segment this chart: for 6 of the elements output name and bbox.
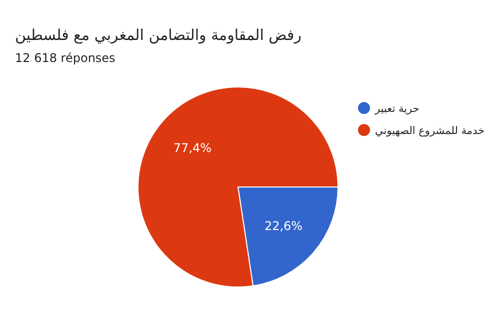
legend-label: حرية تعبير (374, 103, 420, 115)
chart-subtitle: 12 618 réponses (15, 51, 116, 65)
data-label: 77,4% (173, 140, 212, 155)
legend-label: خدمة للمشروع الصهيوني (375, 125, 485, 137)
chart-title: رفض المقاومة والتضامن المغربي مع فلسطين (15, 26, 302, 44)
data-label: 22,6% (264, 219, 303, 234)
